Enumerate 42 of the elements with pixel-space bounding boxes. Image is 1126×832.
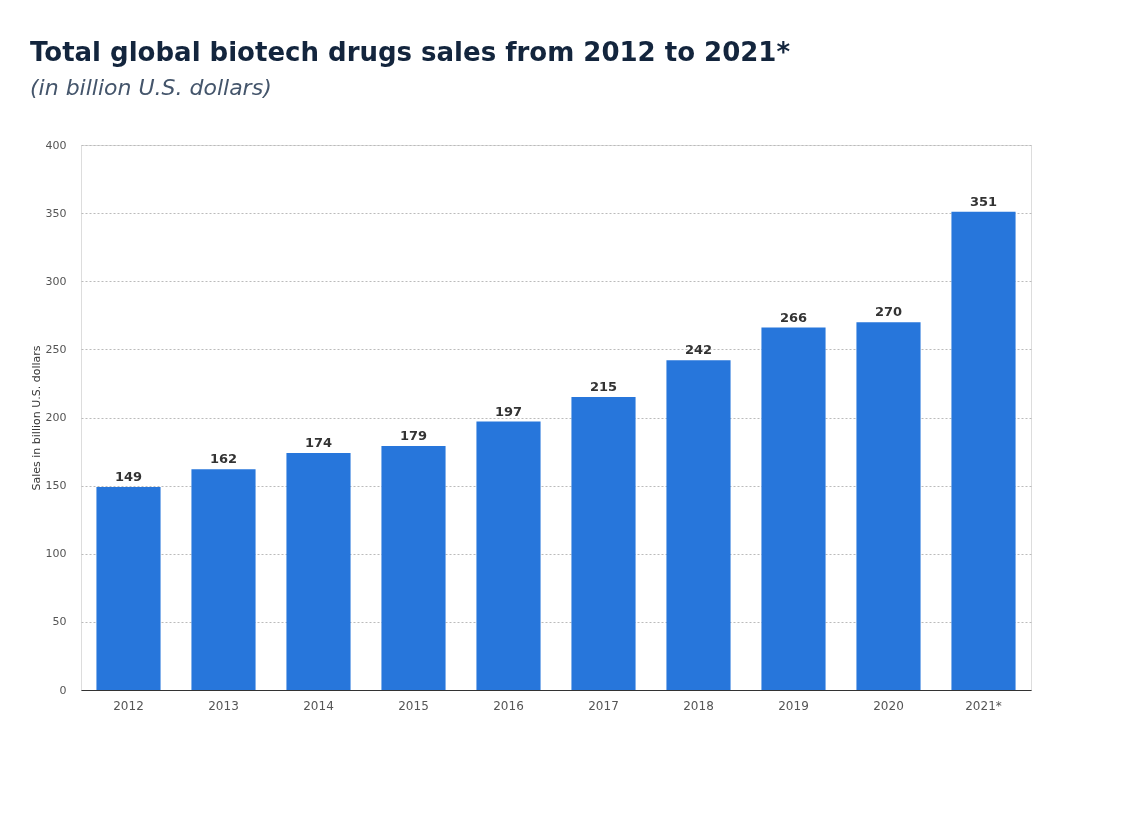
data-label: 266 bbox=[779, 309, 808, 325]
y-tick-label: 400 bbox=[45, 138, 67, 152]
x-tick-label: 2017 bbox=[588, 698, 619, 713]
data-label: 174 bbox=[304, 434, 333, 450]
x-tick-label: 2018 bbox=[683, 698, 714, 713]
bar bbox=[381, 446, 446, 690]
bar bbox=[856, 322, 921, 690]
data-label: 351 bbox=[969, 193, 998, 209]
x-tick-label: 2019 bbox=[778, 698, 809, 713]
y-tick-label: 150 bbox=[45, 479, 67, 493]
bar bbox=[476, 421, 541, 690]
data-label: 179 bbox=[399, 428, 428, 444]
x-tick-label: 2012 bbox=[113, 698, 144, 713]
x-tick-label: 2020 bbox=[873, 698, 904, 713]
bar bbox=[286, 452, 351, 690]
y-tick-label: 0 bbox=[59, 683, 67, 697]
data-label: 149 bbox=[114, 468, 143, 484]
data-label: 197 bbox=[494, 403, 523, 419]
bar bbox=[666, 360, 731, 690]
chart-subtitle: (in billion U.S. dollars) bbox=[30, 75, 272, 100]
x-tick-label: 2013 bbox=[208, 698, 239, 713]
data-label: 162 bbox=[209, 451, 238, 467]
bar bbox=[951, 211, 1016, 690]
y-tick-label: 200 bbox=[45, 411, 67, 424]
data-label: 215 bbox=[589, 379, 618, 395]
chart-title: Total global biotech drugs sales from 2012 to 2021* bbox=[30, 37, 791, 67]
y-tick-label: 50 bbox=[52, 615, 67, 629]
data-label: 242 bbox=[684, 342, 713, 358]
x-tick-label: 2014 bbox=[303, 698, 334, 713]
bar bbox=[571, 397, 636, 690]
bar bbox=[191, 469, 256, 690]
y-tick-label: 250 bbox=[45, 342, 67, 356]
bar bbox=[96, 486, 161, 690]
bar bbox=[761, 327, 826, 690]
x-tick-label: 2015 bbox=[398, 698, 429, 713]
y-tick-label: 300 bbox=[45, 274, 67, 288]
data-label: 270 bbox=[874, 304, 903, 320]
x-tick-label: 2016 bbox=[493, 698, 524, 713]
y-tick-label: 100 bbox=[45, 547, 67, 561]
y-tick-label: 350 bbox=[45, 206, 67, 220]
y-axis-title: Sales in billion U.S. dollars bbox=[29, 345, 43, 491]
x-tick-label: 2021* bbox=[965, 698, 1002, 713]
